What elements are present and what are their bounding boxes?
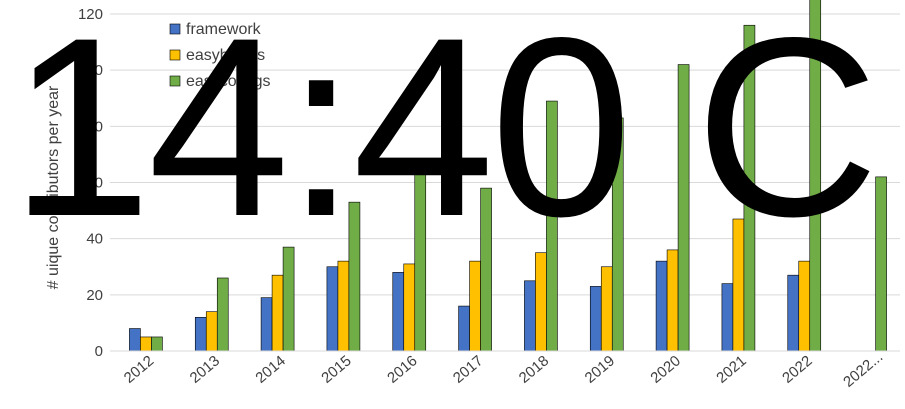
bar-framework-2019 <box>589 286 602 352</box>
bar-easyconfigs-2012 <box>151 336 163 352</box>
bar-easyconfigs-2022 <box>809 0 822 352</box>
y-tick-label: 80 <box>86 118 103 135</box>
bar-easyblocks-2019 <box>600 266 613 352</box>
x-tick-label: 2013 <box>187 352 223 386</box>
bar-easyconfigs-2017 <box>480 187 492 352</box>
x-axis-ticks: 2012 2013 2014 2015 2016 2017 2018 2019 2020 2021… <box>121 348 886 391</box>
bar-easyblocks-2022 <box>798 260 811 352</box>
bar-easyconfigs-2016 <box>414 168 427 352</box>
bar-easyblocks-2016 <box>403 263 416 352</box>
x-tick-label: 2014 <box>252 352 288 386</box>
bar-framework-2020 <box>655 260 668 352</box>
bar-framework-2012 <box>129 328 141 352</box>
bar-framework-2015 <box>326 266 339 352</box>
y-tick-label: 60 <box>86 175 103 192</box>
y-tick-label: 40 <box>86 231 103 248</box>
bar-easyconfigs-2015 <box>348 201 361 352</box>
legend: framework easyblocks easyconfigs <box>169 21 271 90</box>
bar-easyconfigs-2013 <box>216 277 229 352</box>
bar-framework-2013 <box>194 316 207 352</box>
y-axis-ticks: 0 20 40 60 80 100 120 <box>78 6 103 360</box>
legend-swatch-easyconfigs <box>169 75 181 87</box>
x-tick-label: 2022... <box>840 348 886 391</box>
bar-framework-2022 <box>787 274 800 352</box>
y-tick-label: 100 <box>78 62 103 79</box>
x-tick-label: 2012 <box>121 352 157 386</box>
bar-easyblocks-2013 <box>205 311 218 352</box>
x-tick-label: 2016 <box>384 352 420 386</box>
bar-easyconfigs-2019 <box>611 117 624 352</box>
bar-easyblocks-2017 <box>469 260 481 352</box>
gridlines <box>110 13 900 296</box>
bar-easyblocks-2015 <box>337 260 350 352</box>
y-tick-label: 120 <box>78 6 103 23</box>
bar-easyconfigs-2021 <box>743 24 756 352</box>
bar-easyconfigs-2014 <box>282 246 295 352</box>
bar-easyconfigs-2020 <box>677 64 690 352</box>
legend-swatch-framework <box>169 23 181 35</box>
y-axis-label: # uique contributors per year <box>45 85 62 289</box>
bar-easyblocks-2018 <box>535 252 547 352</box>
bar-framework-2018 <box>524 280 536 352</box>
bar-easyconfigs-2018 <box>546 100 558 352</box>
legend-swatch-easyblocks <box>169 49 181 61</box>
bar-framework-2014 <box>260 297 273 352</box>
bar-easyblocks-2014 <box>271 274 284 352</box>
bar-framework-2016 <box>392 272 405 352</box>
bars <box>129 0 887 352</box>
bar-framework-2021 <box>721 283 734 352</box>
x-tick-label: 2022 <box>779 352 815 386</box>
bar-easyconfigs-2022... <box>875 176 887 352</box>
bar-easyblocks-2021 <box>732 218 745 352</box>
x-tick-label: 2015 <box>318 352 354 386</box>
x-tick-label: 2020 <box>647 352 683 386</box>
x-tick-label: 2021 <box>713 352 749 386</box>
x-tick-label: 2018 <box>516 352 552 386</box>
x-tick-label: 2019 <box>582 352 618 386</box>
legend-label-easyconfigs: easyconfigs <box>186 73 271 90</box>
x-tick-label: 2017 <box>450 352 486 386</box>
legend-label-easyblocks: easyblocks <box>186 47 265 64</box>
bar-easyblocks-2012 <box>140 336 152 352</box>
bar-easyblocks-2020 <box>666 249 679 352</box>
y-tick-label: 0 <box>95 343 103 360</box>
bar-framework-2017 <box>458 305 470 352</box>
legend-label-framework: framework <box>186 21 262 38</box>
y-tick-label: 20 <box>86 287 103 304</box>
